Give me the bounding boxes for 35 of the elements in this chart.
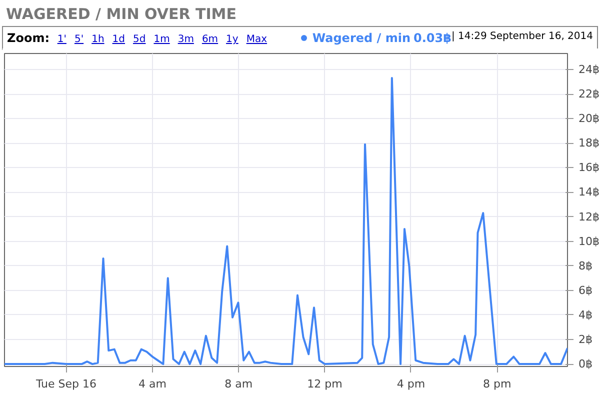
y-tick-label: 10฿ bbox=[578, 234, 600, 248]
text: Zoom: bbox=[7, 31, 50, 45]
y-tick-label: 12฿ bbox=[578, 210, 600, 224]
text: 5' bbox=[74, 34, 84, 45]
legend-label: Wagered / min bbox=[312, 30, 410, 47]
x-tick-label: 12 pm bbox=[307, 378, 342, 390]
text: 1y bbox=[226, 34, 238, 45]
text: | 14:29 September 16, 2014 bbox=[451, 30, 593, 44]
y-tick-label: 6฿ bbox=[578, 284, 592, 297]
y-tick-label: 2฿ bbox=[578, 332, 592, 346]
x-tick-label: 8 pm bbox=[483, 378, 512, 390]
y-tick-label: 4฿ bbox=[578, 308, 592, 322]
text: 0.03฿ bbox=[414, 30, 452, 47]
line-series bbox=[4, 77, 568, 366]
y-tick-label: 20฿ bbox=[578, 112, 600, 126]
y-tick-label: 22฿ bbox=[578, 88, 600, 101]
x-tick-label: Tue Sep 16 bbox=[35, 378, 97, 390]
x-tick-label: 8 am bbox=[224, 378, 253, 390]
text: 1' bbox=[57, 34, 66, 45]
text: Max bbox=[246, 34, 268, 45]
y-tick-label: 16฿ bbox=[578, 161, 600, 174]
text: 5d bbox=[133, 34, 146, 45]
text: 1d bbox=[112, 34, 125, 45]
x-tick-label: 4 pm bbox=[396, 378, 426, 390]
text: 3m bbox=[178, 34, 194, 45]
text: 1m bbox=[154, 34, 170, 45]
y-tick-label: 24฿ bbox=[578, 62, 600, 76]
text: 1h bbox=[92, 34, 104, 45]
y-tick-label: 0฿ bbox=[578, 358, 592, 371]
chart-title: WAGERED / MIN OVER TIME bbox=[6, 4, 236, 25]
y-tick-label: 14฿ bbox=[578, 186, 600, 199]
y-tick-label: 18฿ bbox=[578, 136, 600, 150]
text: 6m bbox=[202, 34, 218, 45]
x-tick-label: 4 am bbox=[138, 378, 166, 390]
y-tick-label: 8฿ bbox=[578, 259, 592, 272]
